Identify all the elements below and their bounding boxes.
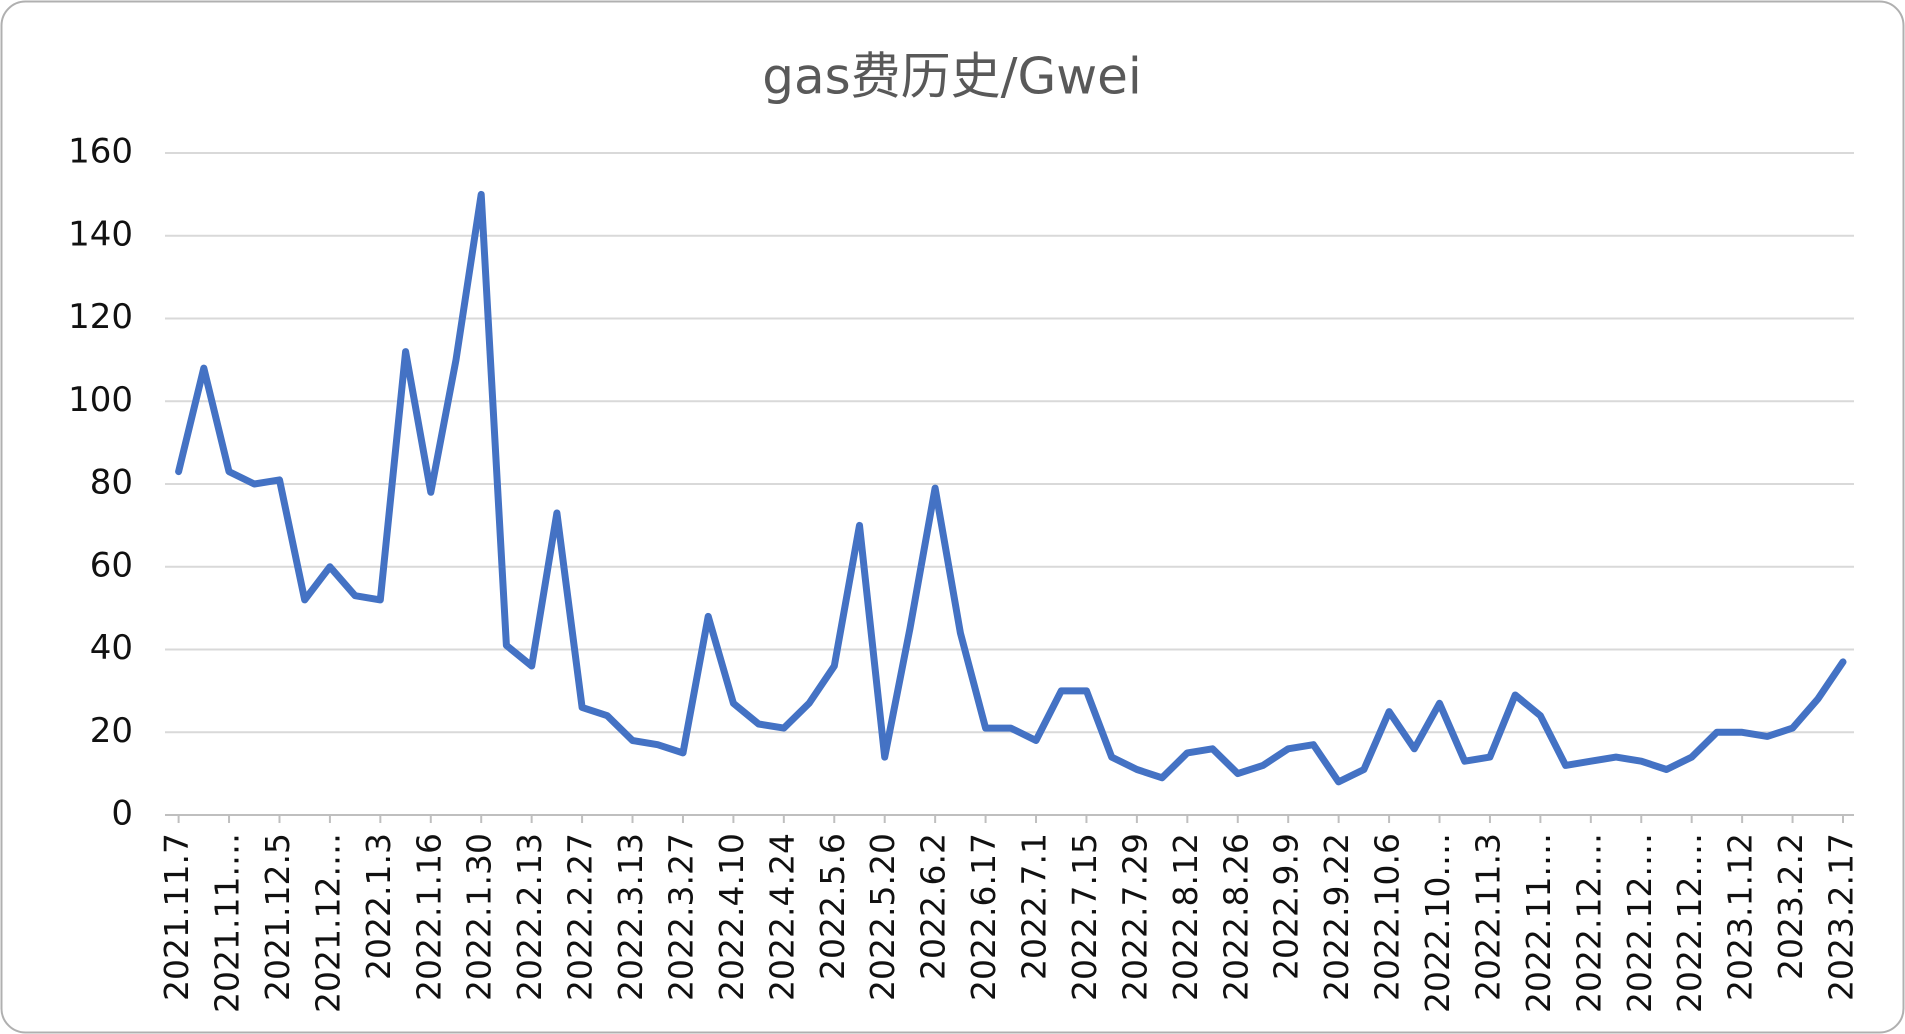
y-tick-label: 120 bbox=[68, 297, 133, 337]
x-tick-label: 2021.11.7 bbox=[157, 833, 196, 1001]
x-tick-label: 2022.7.15 bbox=[1065, 833, 1104, 1001]
x-tick-label: 2022.4.10 bbox=[712, 833, 751, 1001]
x-tick-label: 2022.11.… bbox=[1519, 833, 1558, 1013]
x-tick-label: 2022.5.6 bbox=[813, 833, 852, 980]
y-tick-label: 80 bbox=[90, 463, 133, 503]
x-tick-label: 2022.2.13 bbox=[510, 833, 549, 1001]
x-tick-label: 2023.2.2 bbox=[1771, 833, 1810, 980]
x-tick-label: 2022.5.20 bbox=[863, 833, 902, 1001]
x-tick-label: 2022.7.1 bbox=[1015, 833, 1054, 980]
x-tick-label: 2022.2.27 bbox=[561, 833, 600, 1001]
x-tick-label: 2022.10.6 bbox=[1368, 833, 1407, 1001]
x-tick-label: 2022.9.9 bbox=[1267, 833, 1306, 980]
x-tick-label: 2022.6.2 bbox=[914, 833, 953, 980]
x-tick-label: 2023.1.12 bbox=[1721, 833, 1760, 1001]
y-tick-label: 140 bbox=[68, 214, 133, 254]
x-tick-label: 2021.12.… bbox=[308, 833, 347, 1013]
x-tick-label: 2023.2.17 bbox=[1822, 833, 1861, 1001]
x-tick-label: 2022.3.13 bbox=[611, 833, 650, 1001]
x-tick-label: 2022.1.3 bbox=[359, 833, 398, 980]
x-tick-label: 2021.12.5 bbox=[258, 833, 297, 1001]
x-tick-label: 2022.6.17 bbox=[964, 833, 1003, 1001]
x-tick-label: 2022.3.27 bbox=[661, 833, 700, 1001]
x-tick-label: 2022.8.26 bbox=[1216, 833, 1255, 1001]
y-tick-label: 40 bbox=[90, 628, 133, 668]
x-tick-label: 2022.12.… bbox=[1569, 833, 1608, 1013]
x-tick-label: 2022.10.… bbox=[1418, 833, 1457, 1013]
y-tick-label: 20 bbox=[90, 711, 133, 751]
x-tick-label: 2022.11.3 bbox=[1468, 833, 1507, 1001]
x-tick-label: 2022.9.22 bbox=[1317, 833, 1356, 1001]
x-tick-label: 2022.12.… bbox=[1620, 833, 1659, 1013]
x-tick-label: 2022.1.16 bbox=[409, 833, 448, 1001]
y-tick-label: 100 bbox=[68, 380, 133, 420]
x-tick-label: 2022.7.29 bbox=[1115, 833, 1154, 1001]
y-tick-label: 60 bbox=[90, 545, 133, 585]
chart-title: gas费历史/Gwei bbox=[762, 48, 1142, 106]
y-tick-label: 160 bbox=[68, 132, 133, 172]
x-tick-label: 2022.8.12 bbox=[1166, 833, 1205, 1001]
x-tick-label: 2022.1.30 bbox=[460, 833, 499, 1001]
y-tick-label: 0 bbox=[111, 794, 133, 834]
x-tick-label: 2021.11.… bbox=[208, 833, 247, 1013]
series-line bbox=[175, 190, 1847, 786]
x-tick-label: 2022.4.24 bbox=[762, 833, 801, 1001]
x-tick-label: 2022.12.… bbox=[1670, 833, 1709, 1013]
